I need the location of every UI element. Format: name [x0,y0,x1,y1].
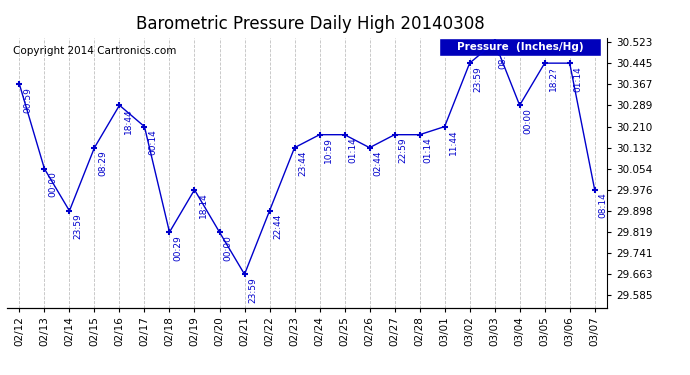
Text: 18:2?: 18:2? [549,66,558,91]
Text: 00:00: 00:00 [48,171,57,197]
Text: 18:44: 18:44 [124,108,132,134]
Text: Copyright 2014 Cartronics.com: Copyright 2014 Cartronics.com [13,46,176,56]
Text: 23:59: 23:59 [474,66,483,92]
Text: 08:14: 08:14 [599,192,608,218]
FancyBboxPatch shape [439,38,601,56]
Text: 00:14: 00:14 [148,129,157,155]
Text: 08:29: 08:29 [99,150,108,176]
Text: 23:59: 23:59 [248,277,257,303]
Text: 22:44: 22:44 [274,214,283,239]
Text: 18:14: 18:14 [199,192,208,218]
Text: 23:44: 23:44 [299,150,308,176]
Text: 01:14: 01:14 [348,138,357,163]
Text: 00:29: 00:29 [174,235,183,261]
Text: 10:59: 10:59 [324,138,333,164]
Text: 01:14: 01:14 [574,66,583,92]
Text: 00:00: 00:00 [224,235,233,261]
Text: 11:44: 11:44 [448,129,457,155]
Text: 22:59: 22:59 [399,138,408,163]
Text: 08:??: 08:?? [499,45,508,69]
Text: 23:59: 23:59 [74,214,83,239]
Text: 00:00: 00:00 [524,108,533,134]
Text: 01:14: 01:14 [424,138,433,163]
Text: 00:59: 00:59 [23,87,32,113]
Text: Barometric Pressure Daily High 20140308: Barometric Pressure Daily High 20140308 [136,15,485,33]
Text: Pressure  (Inches/Hg): Pressure (Inches/Hg) [457,42,584,52]
Text: 02:44: 02:44 [374,150,383,176]
